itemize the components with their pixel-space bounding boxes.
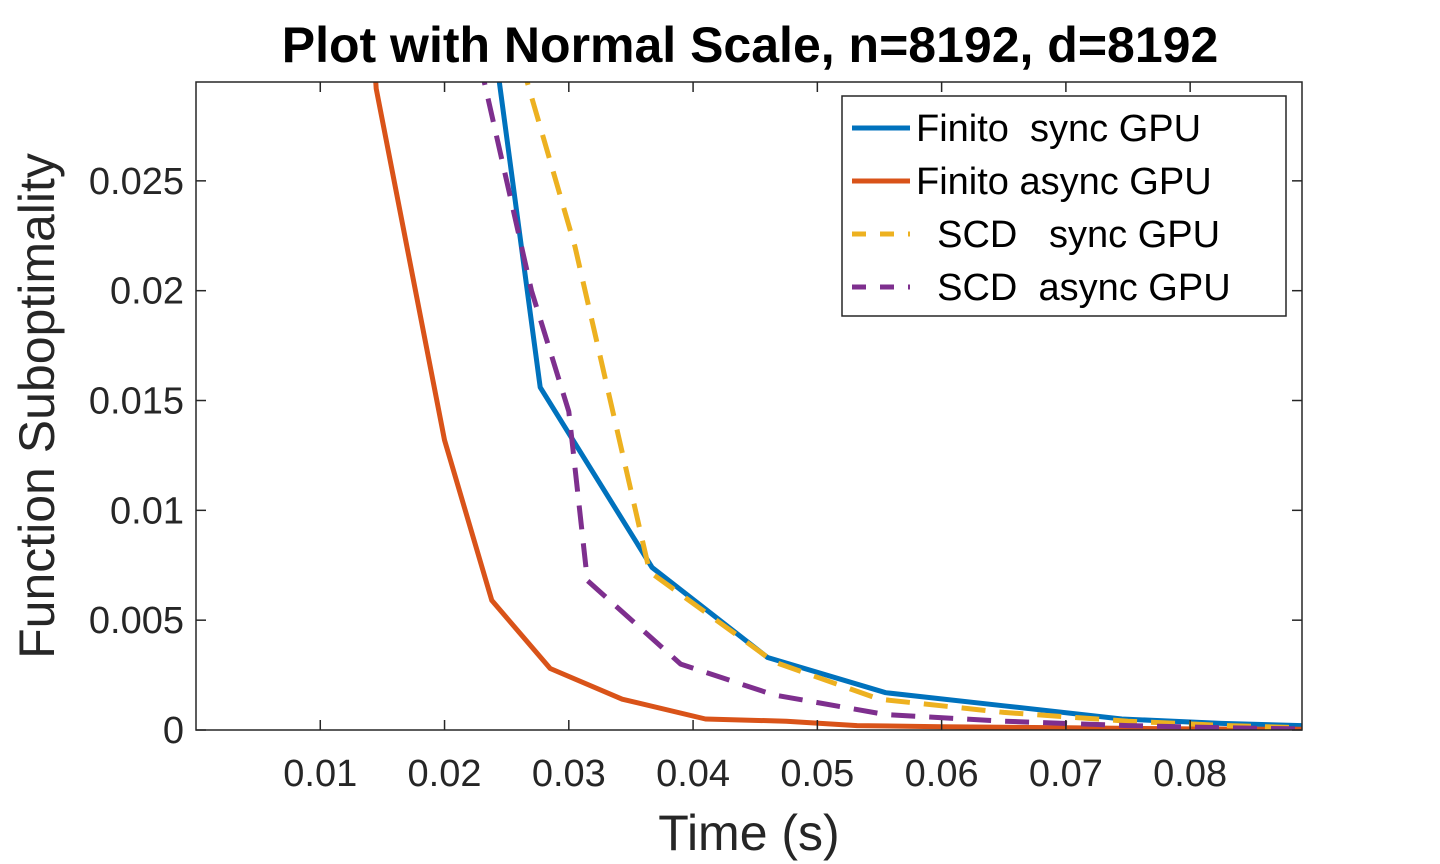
- y-tick-label: 0.015: [89, 381, 184, 423]
- series-line-0: [496, 82, 1302, 729]
- y-tick-label: 0: [163, 710, 184, 752]
- legend-box: [841, 95, 1287, 317]
- series-line-3: [481, 82, 1302, 730]
- chart-title: Plot with Normal Scale, n=8192, d=8192: [282, 17, 1219, 73]
- x-tick-label: 0.06: [905, 753, 979, 795]
- y-tick-label: 0.02: [110, 271, 184, 313]
- plot-frame: [195, 81, 1303, 731]
- x-tick-label: 0.01: [283, 753, 357, 795]
- legend-label-0: Finito sync GPU: [916, 108, 1201, 150]
- series-line-2: [524, 82, 1302, 730]
- legend-label-1: Finito async GPU: [916, 161, 1212, 203]
- x-axis-label: Time (s): [658, 805, 839, 861]
- legend-label-2: SCD sync GPU: [916, 214, 1220, 256]
- y-axis-label: Function Suboptimality: [9, 153, 65, 659]
- x-tick-label: 0.02: [408, 753, 482, 795]
- legend-label-3: SCD async GPU: [916, 267, 1231, 309]
- x-tick-label: 0.05: [780, 753, 854, 795]
- x-tick-label: 0.03: [532, 753, 606, 795]
- y-tick-label: 0.025: [89, 161, 184, 203]
- ticks-layer: 0.01 0.02 0.03 0.04 0.05 0.06 0.07 0.08 0 0.005 0.…: [89, 82, 1302, 795]
- x-tick-label: 0.07: [1029, 753, 1103, 795]
- y-tick-label: 0.01: [110, 490, 184, 532]
- x-tick-label: 0.04: [656, 753, 730, 795]
- y-tick-label: 0.005: [89, 600, 184, 642]
- x-tick-label: 0.08: [1153, 753, 1227, 795]
- legend: Finito sync GPU Finito async GPU SCD sync…: [841, 95, 1287, 317]
